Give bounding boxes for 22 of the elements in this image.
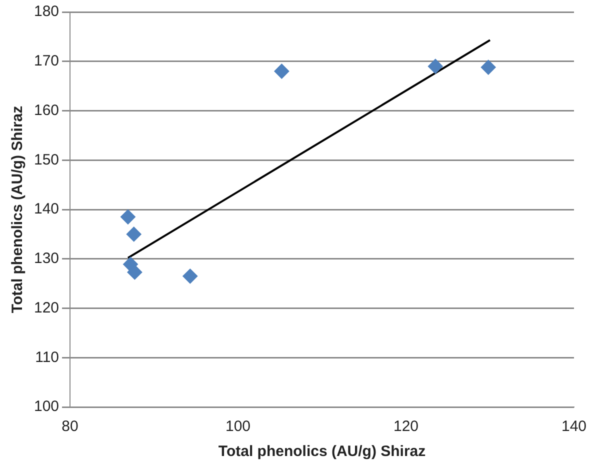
y-tick-label: 180 xyxy=(34,3,60,20)
x-tick-label: 140 xyxy=(561,418,587,436)
y-tick-label: 100 xyxy=(34,398,60,416)
y-tick-label: 120 xyxy=(34,299,60,316)
y-tick-label: 160 xyxy=(34,102,60,119)
y-tick-label: 130 xyxy=(34,250,60,268)
point xyxy=(182,268,198,284)
x-tick-label: 100 xyxy=(226,418,251,436)
y-tick-label: 170 xyxy=(34,52,60,70)
x-axis-title: Total phenolics (AU/g) Shiraz xyxy=(218,443,426,460)
point xyxy=(428,58,443,74)
y-tick-label: 140 xyxy=(34,200,60,218)
x-tick-label: 80 xyxy=(62,418,78,436)
y-tick-label: 110 xyxy=(35,348,60,366)
x-tick-label: 120 xyxy=(393,418,419,436)
y-tick-label: 150 xyxy=(34,151,60,168)
point xyxy=(480,60,496,75)
point xyxy=(120,209,136,224)
point xyxy=(274,64,290,79)
point xyxy=(127,264,142,280)
y-axis-title: Total phenolics (AU/g) Shiraz xyxy=(9,106,26,314)
point xyxy=(126,226,142,242)
